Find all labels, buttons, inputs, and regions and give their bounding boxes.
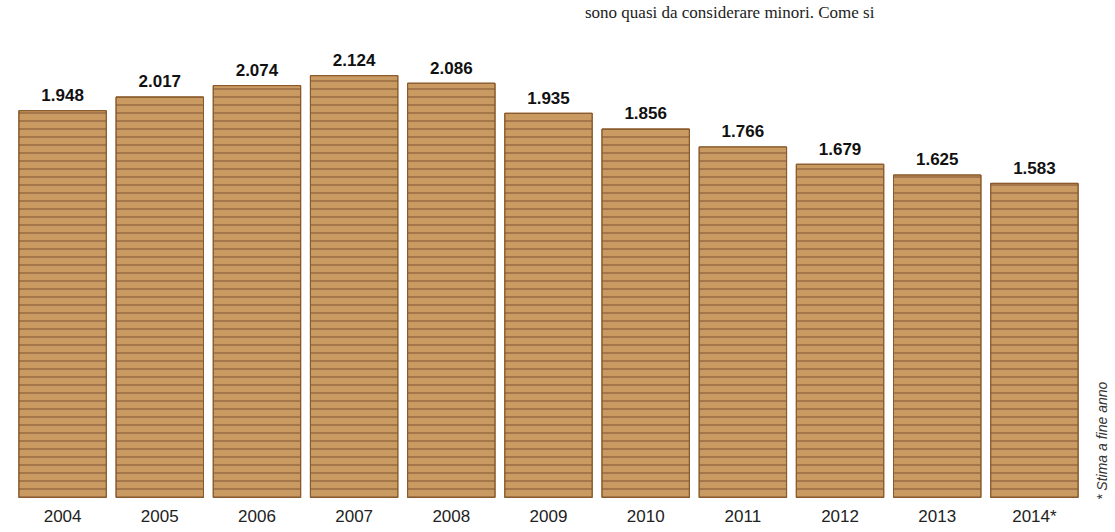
svg-text:2005: 2005 [141, 507, 179, 526]
svg-text:2004: 2004 [44, 507, 82, 526]
svg-text:2011: 2011 [725, 507, 762, 526]
svg-text:2014*: 2014* [1012, 507, 1057, 526]
svg-text:2.124: 2.124 [333, 51, 376, 70]
svg-text:* Stima a fine anno: * Stima a fine anno [1094, 381, 1110, 500]
svg-text:1.856: 1.856 [624, 104, 667, 123]
svg-text:1.935: 1.935 [527, 89, 570, 108]
svg-text:1.948: 1.948 [41, 86, 84, 105]
svg-text:2008: 2008 [432, 507, 470, 526]
svg-text:1.583: 1.583 [1013, 159, 1056, 178]
svg-text:2009: 2009 [530, 507, 568, 526]
svg-text:1.766: 1.766 [722, 122, 765, 141]
svg-text:1.625: 1.625 [916, 150, 959, 169]
svg-text:2013: 2013 [918, 507, 956, 526]
svg-text:2012: 2012 [821, 507, 859, 526]
svg-text:2.074: 2.074 [236, 61, 279, 80]
svg-text:2007: 2007 [335, 507, 373, 526]
svg-text:2.086: 2.086 [430, 59, 473, 78]
svg-text:1.679: 1.679 [819, 140, 862, 159]
svg-text:2006: 2006 [238, 507, 276, 526]
svg-text:2.017: 2.017 [138, 72, 181, 91]
svg-text:2010: 2010 [627, 507, 665, 526]
svg-text:sono quasi da considerare mino: sono quasi da considerare minori. Come s… [585, 3, 875, 22]
